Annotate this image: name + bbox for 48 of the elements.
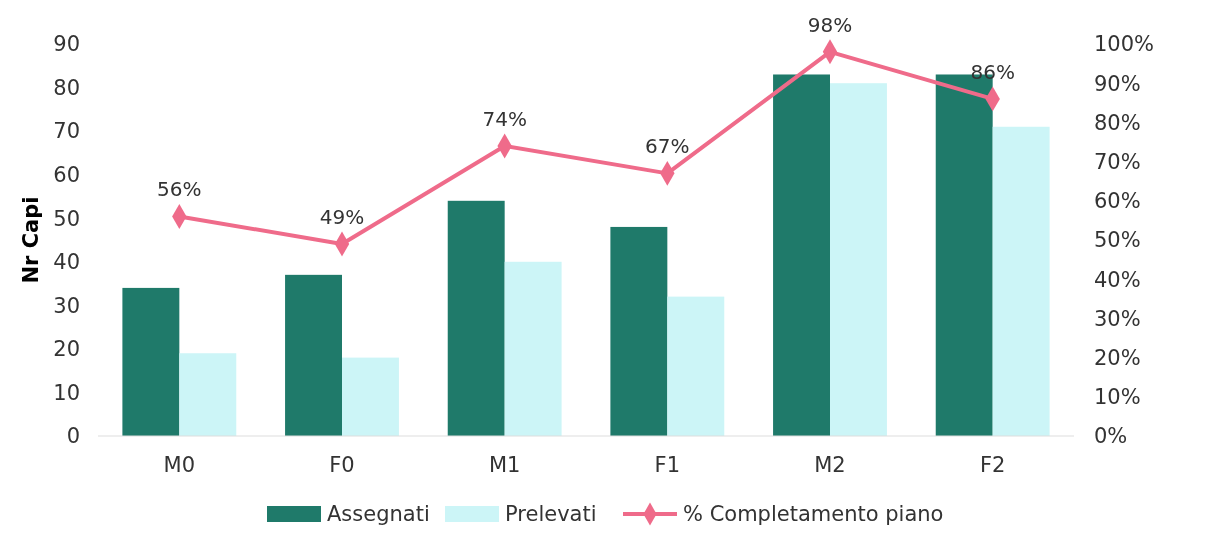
legend-label: Prelevati xyxy=(505,502,597,527)
y2-tick-label: 100% xyxy=(1094,32,1155,57)
y2-tick-label: 0% xyxy=(1094,424,1128,449)
y2-tick-label: 70% xyxy=(1094,149,1141,174)
x-tick-label: M0 xyxy=(163,453,196,477)
y-tick-label: 50 xyxy=(53,206,80,231)
y2-tick-label: 10% xyxy=(1094,385,1141,410)
bar xyxy=(122,287,180,436)
y-tick-label: 20 xyxy=(53,337,80,362)
bar xyxy=(830,83,887,436)
x-tick-label: F0 xyxy=(329,453,355,477)
y2-tick-label: 40% xyxy=(1094,267,1141,292)
bar xyxy=(667,296,725,436)
bar xyxy=(179,353,237,436)
y2-tick-label: 20% xyxy=(1094,345,1141,370)
data-label: 56% xyxy=(157,177,202,202)
y-tick-label: 10 xyxy=(53,380,80,405)
data-label: 67% xyxy=(645,134,690,159)
bar xyxy=(447,200,505,436)
x-tick-label: F2 xyxy=(979,453,1006,477)
y2-tick-label: 60% xyxy=(1094,189,1141,214)
data-label: 49% xyxy=(319,204,365,229)
legend-label: % Completamento piano xyxy=(683,502,944,527)
y-tick-label: 40 xyxy=(53,250,80,275)
x-tick-label: M1 xyxy=(488,453,521,477)
y-tick-label: 30 xyxy=(53,293,80,318)
bar xyxy=(285,274,342,436)
data-label: 98% xyxy=(807,12,853,37)
y2-tick-label: 30% xyxy=(1094,306,1141,331)
y2-tick-label: 80% xyxy=(1094,110,1141,135)
bar xyxy=(610,226,668,436)
bar xyxy=(342,357,399,436)
data-label: 74% xyxy=(482,106,527,131)
y-tick-label: 90 xyxy=(53,32,80,57)
y-tick-label: 80 xyxy=(53,75,80,100)
bar xyxy=(773,74,830,436)
y2-tick-label: 50% xyxy=(1094,228,1141,253)
data-label: 86% xyxy=(970,59,1015,84)
y2-tick-label: 90% xyxy=(1094,71,1141,96)
x-tick-label: M2 xyxy=(814,453,846,477)
legend-label: Assegnati xyxy=(327,502,430,527)
y-tick-label: 60 xyxy=(53,163,80,188)
bar xyxy=(504,261,562,436)
y-tick-label: 0 xyxy=(66,424,80,449)
y-axis-title: Nr Capi xyxy=(19,196,43,284)
bar xyxy=(992,126,1050,436)
y-tick-label: 70 xyxy=(53,119,80,144)
x-tick-label: F1 xyxy=(654,453,681,477)
